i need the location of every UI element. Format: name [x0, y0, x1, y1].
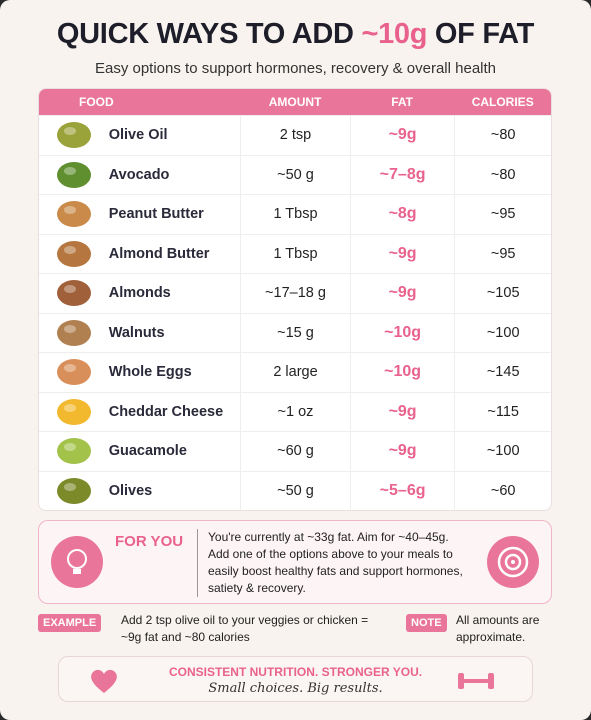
- food-icon: [39, 277, 109, 309]
- for-you-box: FOR YOU You're currently at ~33g fat. Ai…: [38, 520, 552, 604]
- fat: ~10g: [349, 313, 455, 352]
- food-name: Cheddar Cheese: [108, 403, 224, 420]
- food-name: Avocado: [108, 166, 170, 183]
- amount: ~60 g: [240, 432, 350, 471]
- table-row: Avocado ~50 g ~7–8g ~80: [39, 154, 551, 194]
- example-label: EXAMPLE: [38, 614, 102, 632]
- icon: [56, 398, 91, 425]
- for-you-label: FOR YOU: [115, 533, 184, 550]
- subtitle: Easy options to support hormones, recove…: [94, 60, 497, 77]
- amount: ~50 g: [240, 155, 350, 194]
- calories: ~105: [454, 274, 551, 313]
- amount: ~15 g: [240, 313, 350, 352]
- column-header: AMOUNT: [268, 95, 322, 109]
- calories: ~95: [454, 234, 551, 273]
- bulb-icon: [51, 536, 103, 588]
- column-header: FOOD: [79, 95, 114, 109]
- food-name: Almonds: [108, 285, 171, 302]
- fat: ~9g: [349, 234, 455, 273]
- table-row: Olives ~50 g ~5–6g ~60: [39, 470, 551, 510]
- fat: ~9g: [349, 116, 455, 155]
- icon: [56, 438, 91, 465]
- icon: [56, 240, 91, 267]
- amount: ~1 oz: [240, 392, 350, 431]
- food-icon: [39, 475, 109, 507]
- heart-icon: [91, 669, 117, 693]
- food-name: Whole Eggs: [108, 364, 192, 381]
- table-header: FOOD AMOUNT FAT CALORIES: [39, 89, 551, 115]
- fat: ~9g: [349, 432, 455, 471]
- icon: [56, 280, 91, 307]
- amount: 2 large: [240, 353, 350, 392]
- dumbbell-icon: [458, 673, 494, 689]
- food-icon: [39, 198, 109, 230]
- food-icon: [39, 119, 109, 151]
- food-name: Walnuts: [108, 324, 165, 341]
- fat: ~5–6g: [349, 471, 455, 510]
- food-table: FOOD AMOUNT FAT CALORIES Olive Oil 2 tsp ~…: [38, 88, 552, 511]
- food-icon: [39, 356, 109, 388]
- food-name: Olives: [108, 482, 153, 499]
- icon: [67, 549, 87, 574]
- title-highlight: ~10g: [361, 18, 428, 50]
- calories: ~100: [454, 313, 551, 352]
- icon: [56, 359, 91, 386]
- food-icon: [39, 435, 109, 467]
- icon: [56, 161, 91, 188]
- tagline: CONSISTENT NUTRITION. STRONGER YOU.: [168, 665, 423, 679]
- icon: [56, 122, 91, 149]
- note-text: All amounts are approximate.: [456, 613, 540, 644]
- icon: [56, 477, 91, 504]
- food-icon: [39, 396, 109, 428]
- example-text: Add 2 tsp olive oil to your veggies or c…: [121, 613, 369, 644]
- food-name: Peanut Butter: [108, 206, 204, 223]
- food-icon: [39, 159, 109, 191]
- table-row: Almonds ~17–18 g ~9g ~105: [39, 273, 551, 313]
- title-part: QUICK WAYS TO ADD: [56, 18, 354, 50]
- calories: ~80: [454, 155, 551, 194]
- food-name: Guacamole: [108, 443, 187, 460]
- amount: ~50 g: [240, 471, 350, 510]
- food-icon: [39, 238, 109, 270]
- fat: ~7–8g: [349, 155, 455, 194]
- calories: ~60: [454, 471, 551, 510]
- table-row: Cheddar Cheese ~1 oz ~9g ~115: [39, 391, 551, 431]
- amount: 2 tsp: [240, 116, 350, 155]
- column-header: CALORIES: [471, 95, 534, 109]
- table-row: Whole Eggs 2 large ~10g ~145: [39, 352, 551, 392]
- calories: ~145: [454, 353, 551, 392]
- fat: ~9g: [349, 392, 455, 431]
- amount: 1 Tbsp: [240, 195, 350, 234]
- for-you-text: You're currently at ~33g fat. Aim for ~4…: [197, 529, 467, 597]
- icon: [56, 201, 91, 228]
- target-icon: [487, 536, 539, 588]
- calories: ~100: [454, 432, 551, 471]
- calories: ~80: [454, 116, 551, 155]
- table-row: Almond Butter 1 Tbsp ~9g ~95: [39, 233, 551, 273]
- column-header: FAT: [391, 95, 414, 109]
- food-name: Almond Butter: [108, 245, 210, 262]
- table-row: Walnuts ~15 g ~10g ~100: [39, 312, 551, 352]
- title-part: OF FAT: [434, 18, 535, 50]
- table-row: Olive Oil 2 tsp ~9g ~80: [39, 115, 551, 155]
- script-tagline: Small choices. Big results.: [208, 681, 383, 696]
- calories: ~95: [454, 195, 551, 234]
- fat: ~10g: [349, 353, 455, 392]
- icon: [56, 319, 91, 346]
- food-name: Olive Oil: [108, 127, 168, 144]
- note-label: NOTE: [406, 614, 447, 632]
- footer: CONSISTENT NUTRITION. STRONGER YOU. Smal…: [58, 656, 533, 702]
- icon: [497, 546, 529, 578]
- food-icon: [39, 317, 109, 349]
- table-row: Peanut Butter 1 Tbsp ~8g ~95: [39, 194, 551, 234]
- amount: ~17–18 g: [240, 274, 350, 313]
- title: QUICK WAYS TO ADD ~10g OF FAT: [0, 18, 591, 51]
- table-row: Guacamole ~60 g ~9g ~100: [39, 431, 551, 471]
- amount: 1 Tbsp: [240, 234, 350, 273]
- fat: ~8g: [349, 195, 455, 234]
- calories: ~115: [454, 392, 551, 431]
- fat: ~9g: [349, 274, 455, 313]
